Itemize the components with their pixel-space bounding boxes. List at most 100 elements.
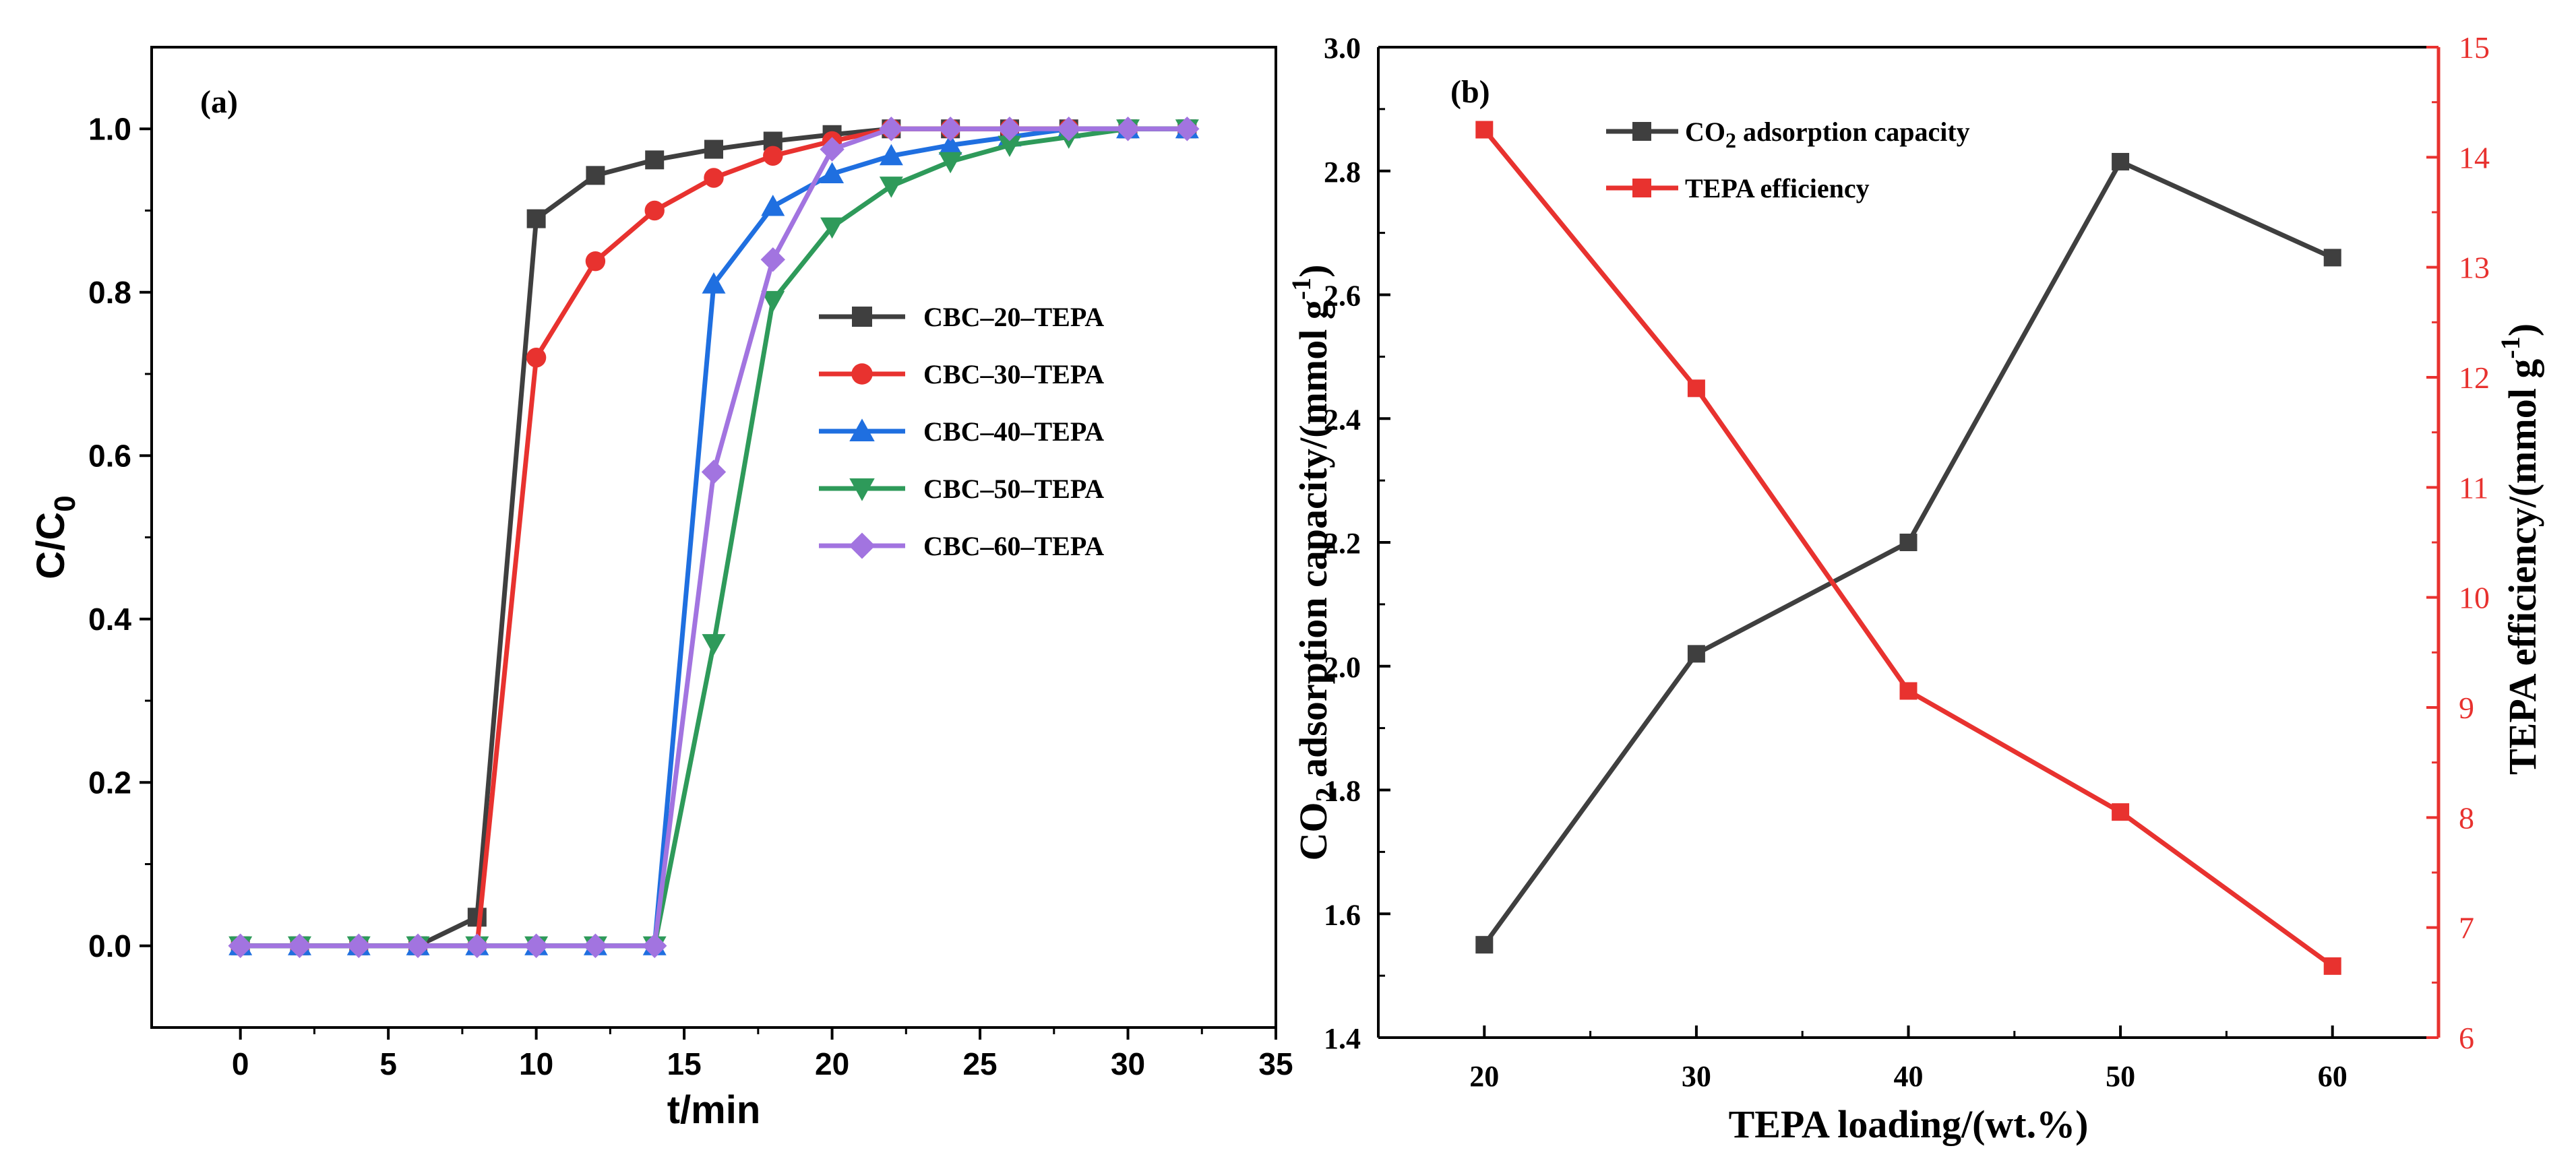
data-point	[998, 135, 1022, 157]
x-tick-label: 60	[2318, 1060, 2348, 1093]
data-point	[1115, 117, 1140, 141]
data-point	[1475, 936, 1494, 954]
y-left-tick-label: 2.4	[1324, 403, 1361, 436]
data-point	[938, 117, 963, 141]
data-point	[820, 137, 845, 162]
data-point	[1687, 379, 1705, 398]
y-tick-label: 0.8	[88, 275, 131, 310]
text-span: C/C	[29, 512, 73, 579]
series-2	[1475, 121, 2341, 975]
data-point	[585, 251, 606, 272]
data-point	[583, 933, 608, 958]
x-axis-title: TEPA loading/(wt.%)	[1729, 1102, 2089, 1146]
x-axis-title: t/min	[667, 1088, 761, 1132]
series-5	[228, 117, 1200, 958]
legend-label: CBC–30–TEPA	[923, 359, 1104, 389]
legend-label: CO2 adsorption capacity	[1685, 117, 1970, 152]
legend-marker	[849, 532, 876, 559]
data-point	[586, 166, 605, 185]
data-point	[1056, 117, 1081, 141]
data-point	[820, 217, 845, 239]
legend-a: CBC–20–TEPA CBC–30–TEPA CBC–40–TEPA CBC–50–…	[819, 302, 1104, 561]
y-tick-label: 0.0	[88, 928, 131, 963]
x-tick-label: 40	[1894, 1060, 1924, 1093]
data-point	[2323, 957, 2341, 975]
legend-label: CBC–40–TEPA	[923, 416, 1104, 447]
y-right-tick-label: 8	[2459, 800, 2474, 835]
data-point	[287, 933, 312, 958]
data-point	[1687, 645, 1705, 663]
data-point	[820, 162, 845, 183]
y-left-tick-label: 3.0	[1324, 32, 1361, 65]
data-point	[526, 348, 547, 368]
y-left-tick-label: 1.4	[1324, 1022, 1361, 1055]
legend-label: CBC–20–TEPA	[923, 302, 1104, 332]
y-right-tick-label: 12	[2459, 360, 2490, 395]
y-left-axis-title: CO2 adsorption capacity/(mmol g-1)	[1286, 264, 1343, 860]
data-point	[2323, 249, 2341, 267]
y-right-tick-label: 6	[2459, 1021, 2474, 1055]
data-point	[701, 460, 727, 484]
data-point	[704, 139, 723, 159]
text-span: TEPA efficiency	[1685, 173, 1870, 203]
x-tick-label: 30	[1111, 1046, 1145, 1081]
text-span: 2	[1310, 788, 1343, 802]
y-left-tick-label: 2.2	[1324, 527, 1361, 560]
panel-a: 0 5 10 15 20 25 30 35 0.0 0.2 0.4 0.6 0.8 1.0 t/min C/C…	[29, 46, 1293, 1132]
y-right-tick-label: 15	[2459, 30, 2490, 65]
y-right-tick-label: 9	[2459, 691, 2474, 725]
y-right-axis-title: TEPA efficiency/(mmol g-1)	[2495, 323, 2544, 775]
series-1	[1475, 152, 2341, 954]
data-point	[760, 247, 785, 272]
panel-label-a: (a)	[200, 84, 238, 120]
data-point	[464, 933, 490, 958]
x-tick-label: 10	[519, 1046, 553, 1081]
text-span: adsorption capacity/(mmol g	[1291, 300, 1335, 787]
data-point	[2112, 803, 2130, 821]
data-point	[938, 152, 962, 174]
data-point	[526, 209, 546, 228]
data-point	[879, 117, 904, 141]
data-point	[228, 933, 253, 958]
x-tick-label: 25	[962, 1046, 997, 1081]
y-right-tick-label: 7	[2459, 911, 2474, 945]
legend-label: TEPA efficiency	[1685, 173, 1870, 203]
legend-marker	[849, 418, 875, 441]
text-span: TEPA efficiency/(mmol g	[2501, 359, 2544, 775]
data-point	[938, 133, 962, 155]
data-point	[879, 177, 903, 198]
data-point	[1475, 121, 1494, 139]
x-tick-label: 50	[2106, 1060, 2135, 1093]
y-right-tick-label: 14	[2459, 140, 2490, 175]
data-point	[405, 933, 431, 958]
y-left-tick-label: 2.6	[1324, 280, 1361, 313]
y-tick-label: 0.6	[88, 438, 131, 473]
y-axis-title: C/C0	[29, 495, 82, 579]
data-point	[761, 290, 785, 313]
data-point	[642, 933, 667, 958]
text-span: CO	[1685, 117, 1725, 147]
data-point	[702, 634, 726, 656]
data-point	[763, 146, 783, 166]
data-point	[997, 117, 1022, 141]
x-tick-label: 20	[1469, 1060, 1499, 1093]
x-tick-label: 15	[667, 1046, 702, 1081]
y-tick-label: 1.0	[88, 111, 131, 146]
legend-marker	[851, 363, 873, 385]
legend-marker	[852, 307, 872, 327]
text-span: )	[1291, 264, 1335, 277]
panel-label-b: (b)	[1450, 74, 1490, 110]
data-point	[346, 933, 371, 958]
x-tick-label: 35	[1258, 1046, 1293, 1081]
y-left-tick-label: 2.0	[1324, 651, 1361, 684]
data-point	[1899, 682, 1918, 700]
data-point	[1175, 117, 1200, 141]
data-point	[879, 144, 903, 166]
series-line	[1482, 159, 2334, 947]
y-right-tick-label: 13	[2459, 251, 2490, 285]
legend-b: CO2 adsorption capacity TEPA efficiency	[1606, 117, 1970, 203]
legend-label: CBC–60–TEPA	[923, 531, 1104, 561]
x-tick-label: 5	[379, 1046, 397, 1081]
x-tick-label: 0	[232, 1046, 249, 1081]
